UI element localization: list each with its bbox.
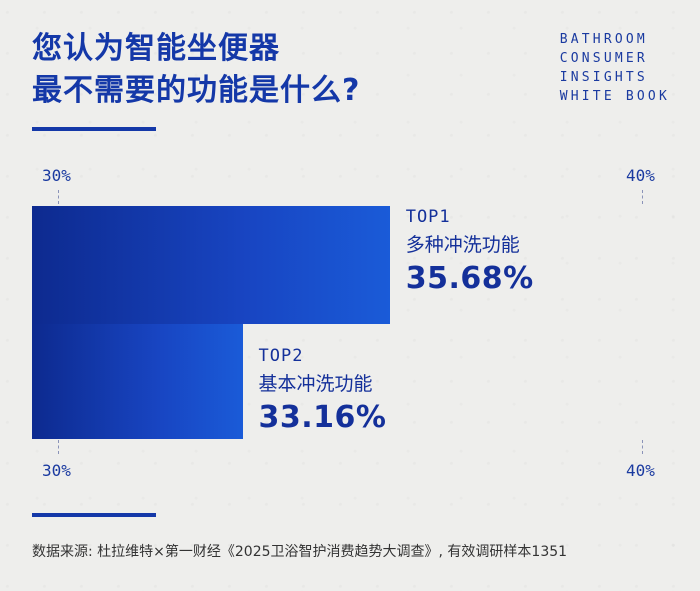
bottom-divider [32, 513, 156, 517]
axis-dash-top-min [58, 190, 59, 204]
bar-value-top1: 35.68% [405, 261, 534, 296]
brand-block: BATHROOM CONSUMER INSIGHTS WHITE BOOK [560, 30, 670, 106]
bar-top1 [32, 206, 390, 324]
top-divider [32, 127, 156, 131]
title-line-2: 最不需要的功能是什么? [32, 73, 361, 108]
bar-value-top2: 33.16% [258, 400, 387, 435]
bar-top2 [32, 324, 243, 439]
data-source-note: 数据来源: 杜拉维特×第一财经《2025卫浴智护消费趋势大调查》, 有效调研样本… [32, 544, 568, 560]
axis-dash-bottom-min [58, 440, 59, 454]
bar-label-top1: TOP1 多种冲洗功能 35.68% [406, 207, 534, 296]
title-line-1: 您认为智能坐便器 [32, 31, 280, 66]
chart-title: 您认为智能坐便器 最不需要的功能是什么? [32, 28, 360, 112]
tick-label-bottom-max: 40% [626, 461, 655, 480]
tick-label-bottom-min: 30% [42, 461, 71, 480]
bar-rank-top1: TOP1 [405, 207, 451, 227]
bar-category-top2: 基本冲洗功能 [258, 373, 373, 395]
axis-dash-bottom-max [642, 440, 643, 454]
tick-label-top-max: 40% [626, 166, 655, 185]
brand-line-2: CONSUMER [559, 51, 648, 66]
brand-line-1: BATHROOM [559, 32, 648, 47]
bar-rank-top2: TOP2 [258, 346, 304, 366]
bar-category-top1: 多种冲洗功能 [405, 234, 520, 256]
brand-line-4: WHITE BOOK [559, 89, 670, 104]
axis-dash-top-max [642, 190, 643, 204]
brand-line-3: INSIGHTS [559, 70, 648, 85]
tick-label-top-min: 30% [42, 166, 71, 185]
bar-label-top2: TOP2 基本冲洗功能 33.16% [259, 346, 387, 435]
